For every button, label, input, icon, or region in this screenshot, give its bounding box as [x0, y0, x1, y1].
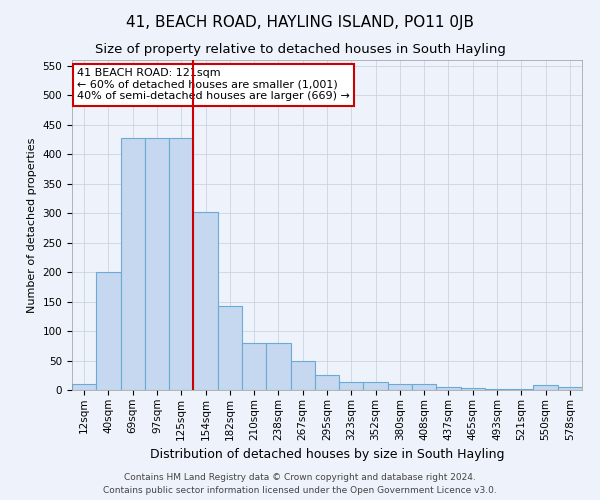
- Bar: [96, 272, 121, 390]
- Bar: [121, 138, 145, 390]
- Text: Size of property relative to detached houses in South Hayling: Size of property relative to detached ho…: [95, 42, 505, 56]
- Bar: [461, 388, 485, 390]
- Bar: [315, 376, 339, 390]
- Bar: [558, 387, 582, 390]
- Text: 41 BEACH ROAD: 121sqm
← 60% of detached houses are smaller (1,001)
40% of semi-d: 41 BEACH ROAD: 121sqm ← 60% of detached …: [77, 68, 350, 102]
- Bar: [290, 360, 315, 390]
- Bar: [169, 138, 193, 390]
- Bar: [509, 389, 533, 390]
- Bar: [364, 382, 388, 390]
- Bar: [72, 384, 96, 390]
- Bar: [193, 212, 218, 390]
- Bar: [533, 386, 558, 390]
- Bar: [388, 384, 412, 390]
- X-axis label: Distribution of detached houses by size in South Hayling: Distribution of detached houses by size …: [150, 448, 504, 461]
- Text: 41, BEACH ROAD, HAYLING ISLAND, PO11 0JB: 41, BEACH ROAD, HAYLING ISLAND, PO11 0JB: [126, 15, 474, 30]
- Text: Contains HM Land Registry data © Crown copyright and database right 2024.
Contai: Contains HM Land Registry data © Crown c…: [103, 474, 497, 495]
- Bar: [339, 382, 364, 390]
- Bar: [242, 343, 266, 390]
- Bar: [436, 387, 461, 390]
- Bar: [485, 389, 509, 390]
- Bar: [412, 384, 436, 390]
- Y-axis label: Number of detached properties: Number of detached properties: [27, 138, 37, 312]
- Bar: [218, 306, 242, 390]
- Bar: [145, 138, 169, 390]
- Bar: [266, 343, 290, 390]
